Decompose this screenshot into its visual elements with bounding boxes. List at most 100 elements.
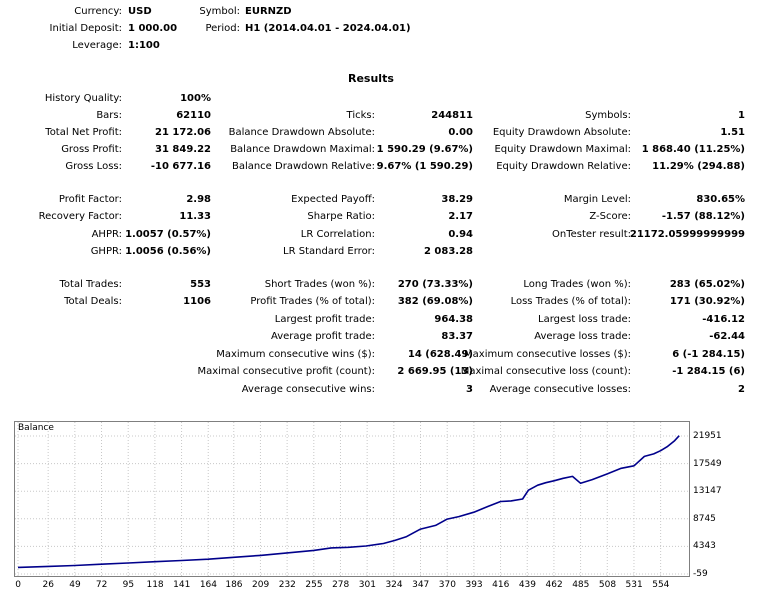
max-consecutive-profit-label: Maximal consecutive profit (count): — [197, 366, 375, 377]
equity-dd-maximal-value: 1 868.40 (11.25%) — [641, 144, 745, 155]
expected-payoff-value: 38.29 — [441, 194, 473, 205]
deposit-label: Initial Deposit: — [49, 23, 122, 34]
max-consecutive-losses-value: 6 (-1 284.15) — [672, 349, 745, 360]
recovery-factor-value: 11.33 — [179, 211, 211, 222]
ticks-label: Ticks: — [346, 110, 375, 121]
sharpe-ratio-label: Sharpe Ratio: — [307, 211, 375, 222]
x-tick-label: 393 — [465, 580, 483, 590]
x-tick-label: 255 — [305, 580, 323, 590]
x-tick-label: 0 — [15, 580, 21, 590]
ontester-result-label: OnTester result: — [551, 229, 631, 240]
x-tick-label: 462 — [545, 580, 563, 590]
max-consecutive-wins-label: Maximum consecutive wins ($): — [216, 349, 375, 360]
x-tick-label: 95 — [122, 580, 135, 590]
x-tick-label: 26 — [42, 580, 54, 590]
x-tick-label: 554 — [652, 580, 670, 590]
y-tick-label: 13147 — [693, 486, 722, 497]
balance-chart — [14, 421, 690, 577]
deposit-value: 1 000.00 — [128, 23, 178, 34]
balance-dd-relative-value: 9.67% (1 590.29) — [376, 161, 473, 172]
y-tick-label: -59 — [693, 569, 708, 579]
period-label: Period: — [205, 23, 240, 34]
sharpe-ratio-value: 2.17 — [448, 211, 473, 222]
total-deals-label: Total Deals: — [64, 296, 122, 307]
x-tick-label: 370 — [438, 580, 456, 590]
average-consecutive-losses-label: Average consecutive losses: — [489, 384, 631, 395]
x-tick-label: 301 — [358, 580, 376, 590]
symbol-value: EURNZD — [245, 6, 292, 17]
lr-standard-error-label: LR Standard Error: — [283, 246, 375, 257]
short-trades-value: 270 (73.33%) — [397, 279, 473, 290]
max-consecutive-profit-value: 2 669.95 (13) — [397, 366, 473, 377]
total-trades-label: Total Trades: — [59, 279, 123, 290]
y-tick-label: 4343 — [693, 541, 716, 552]
gross-profit-label: Gross Profit: — [61, 144, 122, 155]
leverage-label: Leverage: — [72, 40, 122, 51]
long-trades-label: Long Trades (won %): — [523, 279, 631, 290]
lr-correlation-value: 0.94 — [448, 229, 473, 240]
equity-dd-absolute-value: 1.51 — [720, 127, 745, 138]
ghpr-label: GHPR: — [90, 246, 122, 257]
ghpr-value: 1.0056 (0.56%) — [125, 246, 211, 257]
period-value: H1 (2014.04.01 - 2024.04.01) — [245, 23, 411, 34]
history-quality-label: History Quality: — [44, 93, 122, 104]
x-tick-label: 232 — [278, 580, 296, 590]
ticks-value: 244811 — [431, 110, 473, 121]
x-tick-label: 416 — [492, 580, 510, 590]
x-tick-label: 324 — [385, 580, 403, 590]
balance-dd-maximal-label: Balance Drawdown Maximal: — [230, 144, 375, 155]
ontester-result-value: 21172.05999999999 — [629, 229, 745, 240]
expected-payoff-label: Expected Payoff: — [291, 194, 375, 205]
x-tick-label: 186 — [225, 580, 243, 590]
x-tick-label: 49 — [69, 580, 81, 590]
balance-dd-maximal-value: 1 590.29 (9.67%) — [376, 144, 473, 155]
chart-title: Balance — [18, 423, 54, 433]
largest-loss-trade-value: -416.12 — [702, 314, 745, 325]
y-tick-label: 8745 — [693, 513, 716, 524]
currency-label: Currency: — [74, 6, 122, 17]
margin-level-label: Margin Level: — [563, 194, 631, 205]
max-consecutive-loss-label: Maximal consecutive loss (count): — [460, 366, 631, 377]
net-profit-label: Total Net Profit: — [45, 127, 122, 138]
profit-trades-label: Profit Trades (% of total): — [250, 296, 375, 307]
x-tick-label: 439 — [518, 580, 537, 590]
loss-trades-value: 171 (30.92%) — [669, 296, 745, 307]
z-score-label: Z-Score: — [589, 211, 631, 222]
average-consecutive-wins-value: 3 — [466, 384, 473, 395]
x-tick-label: 485 — [572, 580, 590, 590]
z-score-value: -1.57 (88.12%) — [661, 211, 745, 222]
equity-dd-absolute-label: Equity Drawdown Absolute: — [492, 127, 631, 138]
history-quality-value: 100% — [180, 93, 211, 104]
y-tick-label: 21951 — [693, 431, 722, 441]
largest-profit-trade-label: Largest profit trade: — [274, 314, 375, 325]
x-tick-label: 209 — [252, 580, 270, 590]
symbols-label: Symbols: — [585, 110, 631, 121]
gross-loss-label: Gross Loss: — [65, 161, 122, 172]
max-consecutive-wins-value: 14 (628.49) — [407, 349, 473, 360]
balance-chart-plot — [15, 422, 689, 576]
average-consecutive-wins-label: Average consecutive wins: — [241, 384, 375, 395]
total-deals-value: 1106 — [183, 296, 211, 307]
x-tick-label: 118 — [146, 580, 164, 590]
x-tick-label: 347 — [412, 580, 430, 590]
bars-value: 62110 — [176, 110, 211, 121]
recovery-factor-label: Recovery Factor: — [38, 211, 122, 222]
balance-dd-absolute-label: Balance Drawdown Absolute: — [228, 127, 375, 138]
total-trades-value: 553 — [190, 279, 211, 290]
x-tick-label: 531 — [625, 580, 643, 590]
average-loss-trade-value: -62.44 — [709, 331, 745, 342]
symbol-label: Symbol: — [199, 6, 240, 17]
long-trades-value: 283 (65.02%) — [669, 279, 745, 290]
bars-label: Bars: — [96, 110, 122, 121]
average-loss-trade-label: Average loss trade: — [534, 331, 631, 342]
profit-factor-label: Profit Factor: — [58, 194, 122, 205]
results-title: Results — [348, 72, 394, 85]
equity-dd-relative-value: 11.29% (294.88) — [652, 161, 745, 172]
max-consecutive-losses-label: Maximum consecutive losses ($): — [464, 349, 631, 360]
gross-loss-value: -10 677.16 — [150, 161, 211, 172]
ahpr-label: AHPR: — [91, 229, 122, 240]
average-consecutive-losses-value: 2 — [738, 384, 745, 395]
max-consecutive-loss-value: -1 284.15 (6) — [672, 366, 745, 377]
symbols-value: 1 — [738, 110, 745, 121]
margin-level-value: 830.65% — [696, 194, 745, 205]
